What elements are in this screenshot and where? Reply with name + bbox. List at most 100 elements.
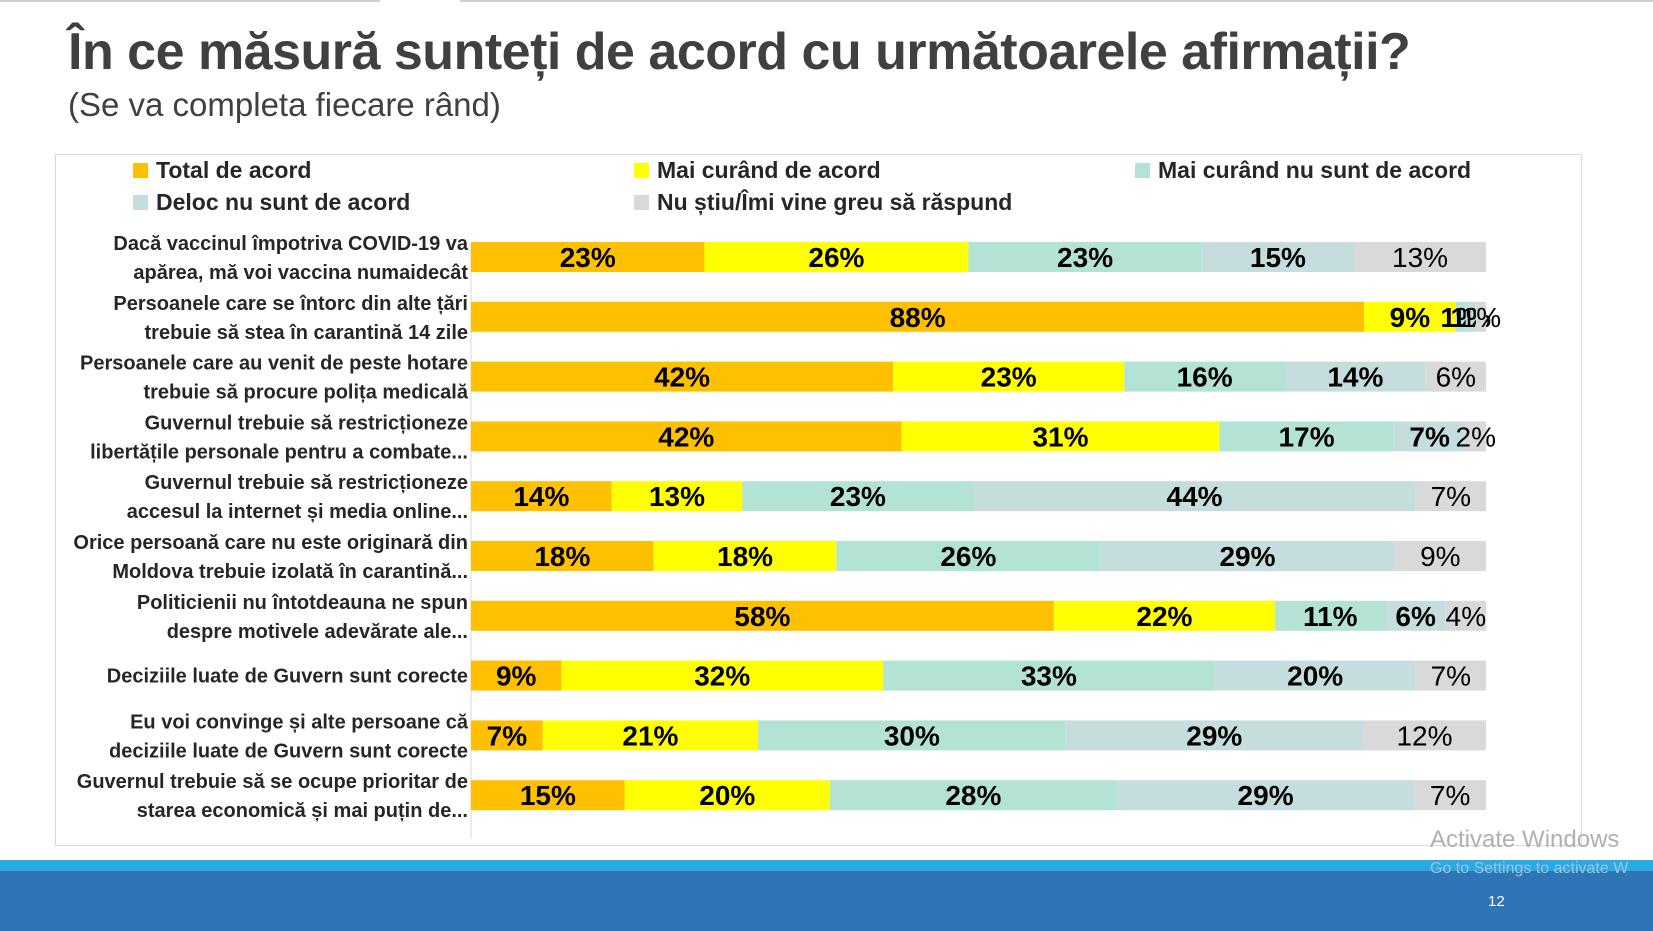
legend-label: Mai curând nu sunt de acord — [1158, 156, 1472, 183]
data-label: 14% — [513, 481, 569, 512]
bar-segment — [471, 600, 1054, 631]
data-label: 6% — [1436, 362, 1476, 393]
data-label: 18% — [534, 541, 590, 572]
data-label: 32% — [694, 661, 750, 692]
legend-swatch — [133, 194, 148, 210]
legend-label: Mai curând de acord — [657, 156, 881, 183]
bar-segment — [1475, 301, 1486, 332]
bar-segment — [1219, 421, 1394, 452]
legend-item-total-acord: Total de acord — [133, 155, 312, 185]
bar-segment — [1274, 600, 1386, 631]
category-label: Guvernul trebuie să restricționeze libert… — [90, 412, 468, 463]
bar-segment — [471, 301, 1365, 332]
data-label: 4% — [1446, 601, 1486, 632]
data-label: 30% — [884, 720, 940, 751]
bar-segment — [758, 720, 1066, 751]
bar-segment — [1425, 361, 1486, 392]
data-label: 58% — [734, 601, 790, 632]
bar-segment — [1393, 421, 1466, 452]
bar-segment — [1354, 242, 1486, 272]
data-label: 29% — [1238, 780, 1294, 811]
bar-segment — [471, 361, 894, 392]
bar-segment — [973, 481, 1416, 512]
bar-segment — [471, 660, 562, 691]
data-label: 9% — [496, 661, 537, 692]
category-label: Eu voi convinge și alte persoane că deciz… — [109, 711, 469, 762]
bar-segment — [1465, 301, 1476, 332]
bar-segment — [1214, 660, 1416, 691]
data-label: 20% — [699, 780, 755, 811]
data-label: 7% — [1430, 780, 1470, 811]
data-label: 13% — [649, 481, 705, 512]
bar-segment — [1465, 421, 1486, 452]
legend-swatch — [634, 194, 649, 210]
bar-segment — [1201, 242, 1355, 272]
bar-segment — [1100, 541, 1395, 571]
data-label: 6% — [1395, 601, 1436, 632]
data-label: 18% — [717, 541, 773, 572]
data-label: 23% — [830, 481, 886, 512]
bar-segment — [471, 541, 654, 571]
data-label: 20% — [1287, 661, 1343, 692]
data-label: 7% — [1431, 661, 1471, 692]
data-label: 16% — [1177, 362, 1233, 393]
bar-segment — [561, 660, 884, 691]
data-label: 22% — [1136, 601, 1192, 632]
category-label: Dacă vaccinul împotriva COVID-19 va apăre… — [113, 233, 468, 284]
data-label: 15% — [1250, 242, 1306, 273]
legend-item-mai-curand-nu: Mai curând nu sunt de acord — [1135, 155, 1471, 185]
activate-windows-hint: Go to Settings to activate W — [1430, 860, 1629, 877]
bar-segment — [883, 660, 1215, 691]
bar-segment — [611, 481, 743, 512]
data-label: 23% — [560, 242, 616, 273]
bar-segment — [1394, 541, 1486, 571]
footer-bar — [0, 871, 1653, 931]
stacked-bar-chart: Dacă vaccinul împotriva COVID-19 va apăre… — [73, 233, 1501, 838]
bar-segment — [704, 242, 969, 272]
bar-segment — [1124, 361, 1286, 392]
legend-item-deloc-nu: Deloc nu sunt de acord — [133, 187, 410, 217]
page-number: 12 — [1488, 893, 1505, 910]
category-label: Politicienii nu întotdeauna ne spun despr… — [137, 592, 468, 643]
category-label: Persoanele care se întorc din alte țări t… — [113, 293, 468, 344]
bar-segment — [1445, 600, 1486, 631]
bar-segment — [1065, 720, 1363, 751]
bar-segment — [1053, 600, 1275, 631]
category-label: Orice persoană care nu este originară di… — [73, 532, 468, 583]
legend-swatch — [634, 162, 649, 178]
bar-segment — [1415, 481, 1486, 512]
legend-swatch — [133, 162, 148, 178]
category-label: Guvernul trebuie să se ocupe prioritar d… — [77, 771, 468, 822]
bar-segment — [893, 361, 1125, 392]
bar-segment — [1415, 660, 1486, 691]
category-label: Deciziile luate de Guvern sunt corecte — [107, 666, 468, 688]
data-label: 12% — [1396, 720, 1452, 751]
bar-segment — [471, 720, 543, 751]
data-label: 14% — [1327, 362, 1383, 393]
bar-segment — [471, 481, 612, 512]
data-label: 42% — [658, 421, 714, 452]
bar-segment — [829, 780, 1117, 811]
bar-segment — [1285, 361, 1426, 392]
category-label: Guvernul trebuie să restricționeze accesu… — [127, 472, 468, 523]
data-label: 29% — [1219, 541, 1275, 572]
legend-item-nu-stiu: Nu știu/Îmi vine greu să răspund — [634, 187, 1012, 217]
legend-label: Deloc nu sunt de acord — [156, 188, 411, 215]
data-label: 31% — [1032, 421, 1088, 452]
data-label: 23% — [1057, 242, 1113, 273]
data-label: 17% — [1279, 421, 1335, 452]
legend-label: Nu știu/Îmi vine greu să răspund — [657, 188, 1013, 215]
bar-segment — [471, 780, 625, 811]
data-label: 9% — [1390, 302, 1431, 333]
data-label: 88% — [890, 302, 946, 333]
data-label: 26% — [940, 541, 996, 572]
data-label: 7% — [1431, 481, 1471, 512]
data-label: 2% — [1456, 421, 1496, 452]
data-label: 23% — [981, 362, 1037, 393]
data-label: 7% — [487, 720, 528, 751]
data-label: 7% — [1409, 421, 1450, 452]
data-label: 28% — [945, 780, 1001, 811]
bar-segment — [742, 481, 974, 512]
bar-segment — [836, 541, 1101, 571]
bar-segment — [1364, 301, 1456, 332]
